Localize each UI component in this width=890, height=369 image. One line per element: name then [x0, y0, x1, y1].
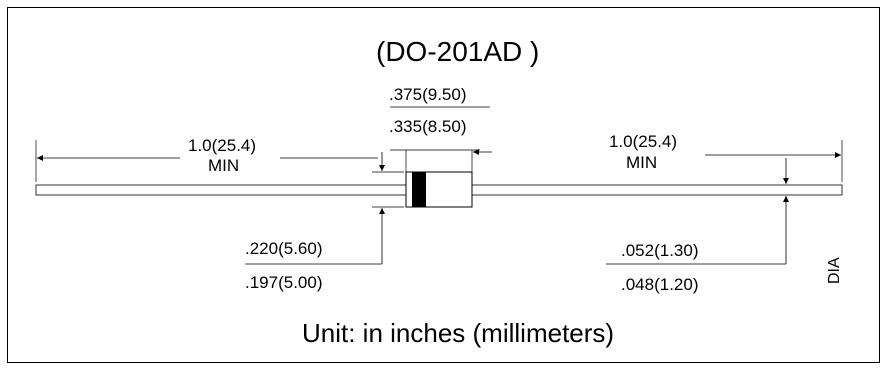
unit-note: Unit: in inches (millimeters)	[302, 318, 615, 348]
lead-diameter-min: .048(1.20)	[621, 275, 699, 294]
body-diameter-max: .220(5.60)	[245, 239, 323, 258]
lead-left-length: 1.0(25.4)	[188, 136, 257, 155]
lead-right	[471, 184, 843, 196]
body-length-max: .375(9.50)	[389, 85, 467, 104]
lead-right-length: 1.0(25.4)	[609, 132, 678, 151]
body-diameter-min: .197(5.00)	[245, 273, 323, 292]
lead-left-qualifier: MIN	[208, 156, 240, 175]
body-length-min: .335(8.50)	[389, 117, 467, 136]
lead-right-qualifier: MIN	[626, 153, 658, 172]
lead-left	[35, 184, 407, 196]
cathode-band	[412, 172, 426, 207]
drawing-frame	[7, 7, 880, 363]
lead-diameter-qualifier: DIA	[826, 257, 843, 284]
package-title: (DO-201AD )	[376, 36, 540, 67]
lead-diameter-max: .052(1.30)	[621, 241, 699, 260]
